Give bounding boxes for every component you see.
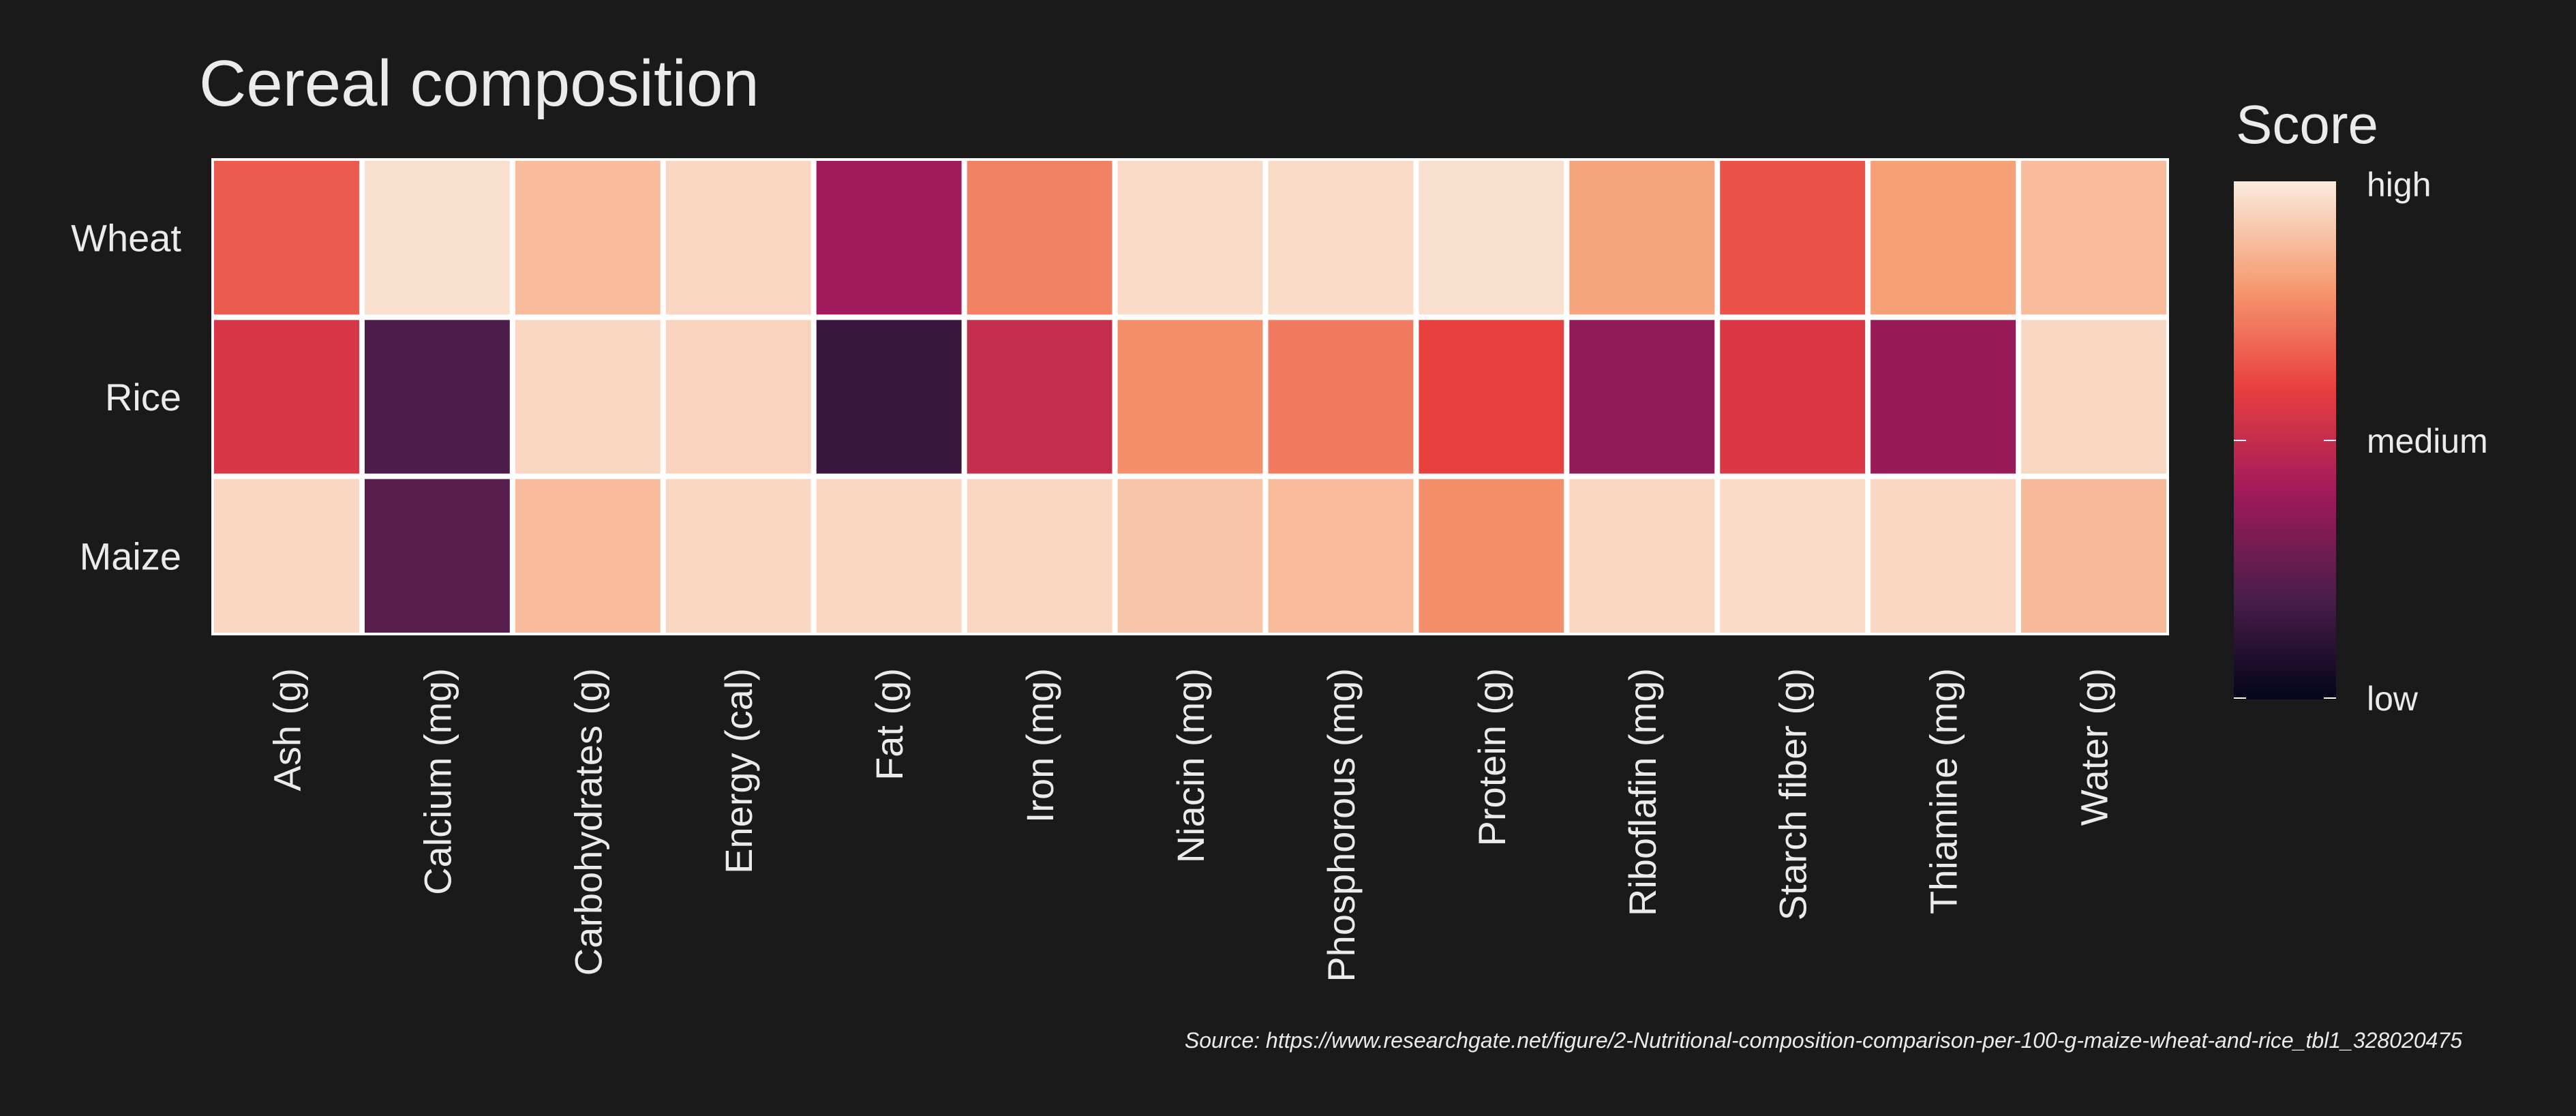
- heatmap-cell: [816, 320, 962, 474]
- heatmap-cell: [1870, 320, 2016, 474]
- heatmap-cell: [515, 479, 661, 633]
- heatmap-cell: [1720, 320, 1866, 474]
- heatmap-cell: [1268, 320, 1414, 474]
- chart-title: Cereal composition: [199, 47, 759, 120]
- heatmap-cell: [2021, 161, 2166, 315]
- column-label: Starch fiber (g): [1772, 668, 1815, 920]
- heatmap-cell: [1569, 479, 1715, 633]
- heatmap-cell: [1117, 161, 1263, 315]
- heatmap-cell: [967, 161, 1112, 315]
- heatmap-cell: [515, 320, 661, 474]
- heatmap-cell: [515, 161, 661, 315]
- legend-ticks: [2234, 440, 2336, 699]
- column-label: Water (g): [2073, 668, 2116, 826]
- heatmap-cell: [1720, 479, 1866, 633]
- heatmap-cell: [967, 320, 1112, 474]
- heatmap-cell: [816, 479, 962, 633]
- heatmap-cell: [1569, 161, 1715, 315]
- column-label: Ash (g): [265, 668, 308, 791]
- column-label: Riboflafin (mg): [1621, 668, 1664, 916]
- row-label: Wheat: [71, 217, 181, 260]
- heatmap-cell: [1117, 479, 1263, 633]
- heatmap-cell: [1569, 320, 1715, 474]
- heatmap-cell: [1117, 320, 1263, 474]
- heatmap-cell: [364, 479, 510, 633]
- heatmap-cell: [1720, 161, 1866, 315]
- legend-title: Score: [2236, 94, 2378, 155]
- heatmap-cell: [364, 320, 510, 474]
- heatmap-cell: [2021, 479, 2166, 633]
- row-labels: Wheat Rice Maize: [71, 217, 181, 578]
- heatmap-cell: [214, 320, 359, 474]
- column-label: Energy (cal): [717, 668, 760, 874]
- legend-label-high: high: [2367, 166, 2431, 204]
- heatmap-cell: [1268, 479, 1414, 633]
- column-label: Protein (g): [1470, 668, 1513, 846]
- heatmap-cells: [214, 161, 2166, 633]
- heatmap-cell: [1870, 479, 2016, 633]
- legend-label-medium: medium: [2367, 422, 2488, 460]
- heatmap-cell: [967, 479, 1112, 633]
- legend-label-low: low: [2367, 680, 2419, 718]
- legend-colorbar: [2234, 181, 2336, 699]
- heatmap-cell: [665, 479, 811, 633]
- heatmap-cell: [665, 161, 811, 315]
- heatmap-cell: [364, 161, 510, 315]
- row-label: Rice: [105, 376, 181, 419]
- heatmap-cell: [1268, 161, 1414, 315]
- heatmap-cell: [214, 161, 359, 315]
- column-label: Iron (mg): [1018, 668, 1061, 823]
- column-label: Niacin (mg): [1169, 668, 1212, 863]
- heatmap-cell: [1419, 161, 1564, 315]
- source-caption: Source: https://www.researchgate.net/fig…: [1185, 1028, 2462, 1053]
- heatmap-cell: [2021, 320, 2166, 474]
- heatmap-cell: [1419, 320, 1564, 474]
- heatmap-cell: [214, 479, 359, 633]
- heatmap-cell: [816, 161, 962, 315]
- heatmap-cell: [1419, 479, 1564, 633]
- column-labels: Ash (g) Calcium (mg) Carbohydrates (g) Ener…: [265, 668, 2115, 982]
- heatmap-cell: [665, 320, 811, 474]
- column-label: Phosphorous (mg): [1320, 668, 1363, 982]
- column-label: Carbohydrates (g): [566, 668, 609, 976]
- heatmap-cell: [1870, 161, 2016, 315]
- column-label: Thiamine (mg): [1922, 668, 1965, 914]
- column-label: Fat (g): [868, 668, 911, 781]
- column-label: Calcium (mg): [416, 668, 459, 895]
- row-label: Maize: [80, 534, 181, 577]
